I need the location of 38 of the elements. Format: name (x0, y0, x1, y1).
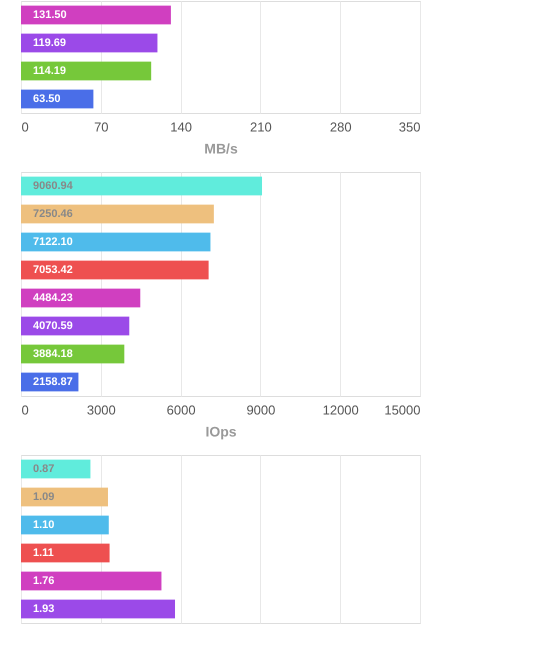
data-label: 114.19 (33, 65, 66, 77)
data-label: 4484.23 (33, 292, 73, 304)
data-label: 7250.46 (33, 208, 73, 220)
x-tick-label: 6000 (166, 402, 196, 418)
bar (21, 600, 176, 618)
x-tick-label: 15000 (384, 402, 420, 418)
data-label: 1.76 (33, 575, 54, 587)
x-axis-title: MB/s (204, 140, 238, 156)
data-label: 9060.94 (33, 180, 74, 192)
data-label: 7053.42 (33, 264, 73, 276)
x-tick-label: 350 (398, 120, 420, 134)
bar (21, 460, 90, 478)
data-label: 131.50 (33, 9, 67, 21)
data-label: 119.69 (33, 37, 66, 49)
data-label: 1.09 (33, 491, 54, 503)
x-tick-label: 3000 (86, 402, 116, 418)
data-label: 4070.59 (33, 320, 73, 332)
bar (21, 488, 108, 506)
data-label: 63.50 (33, 93, 61, 105)
x-tick-label: 12000 (322, 402, 359, 418)
data-label: 0.87 (33, 463, 54, 475)
x-tick-label: 140 (170, 120, 192, 134)
data-label: 3884.18 (33, 348, 73, 360)
x-tick-label: 70 (94, 120, 109, 134)
x-tick-label: 210 (250, 120, 272, 134)
data-label: 1.11 (33, 547, 54, 559)
x-tick-label: 0 (22, 120, 29, 134)
data-label: 7122.10 (33, 236, 73, 248)
x-axis-title: IOps (205, 424, 237, 440)
bar (21, 572, 162, 590)
bar (21, 516, 109, 534)
data-label: 1.10 (33, 519, 54, 531)
data-label: 1.93 (33, 603, 54, 615)
data-label: 2158.87 (33, 376, 73, 388)
x-tick-label: 0 (22, 402, 29, 418)
x-tick-label: 9000 (246, 402, 276, 418)
bar (21, 544, 110, 562)
x-tick-label: 280 (330, 120, 352, 134)
